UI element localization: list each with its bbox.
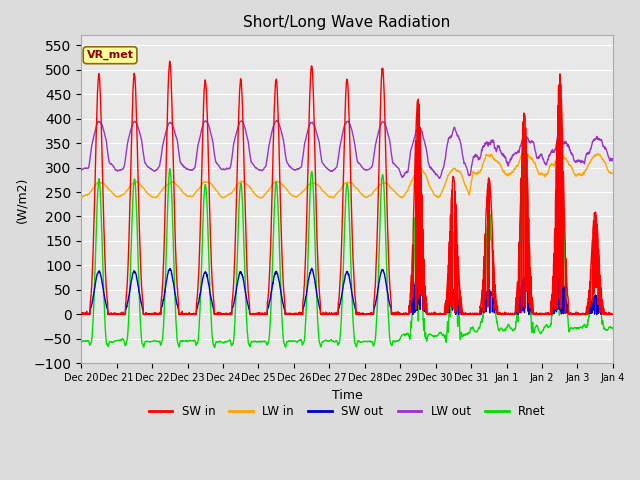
X-axis label: Time: Time (332, 389, 362, 402)
Y-axis label: (W/m2): (W/m2) (15, 176, 28, 223)
Title: Short/Long Wave Radiation: Short/Long Wave Radiation (243, 15, 451, 30)
Text: VR_met: VR_met (86, 50, 134, 60)
Legend: SW in, LW in, SW out, LW out, Rnet: SW in, LW in, SW out, LW out, Rnet (144, 401, 550, 423)
